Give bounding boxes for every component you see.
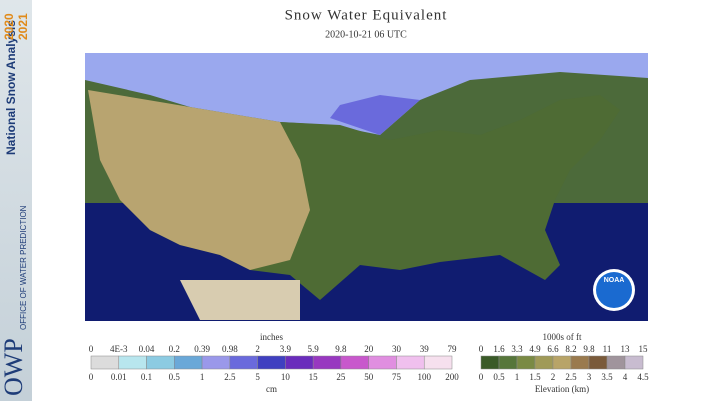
legend-swatch — [118, 355, 147, 370]
legend-bottom-label: 2.5 — [224, 372, 236, 382]
subtitle: 2020-10-21 06 UTC — [325, 29, 407, 40]
legend-swatch — [146, 355, 175, 370]
legend-top-label: 0.98 — [222, 344, 238, 354]
legend-bottom-label: 0.5 — [169, 372, 181, 382]
legend-unit: Elevation (km) — [535, 384, 589, 394]
legend-swatch — [257, 355, 286, 370]
legend-top-label: 0.04 — [139, 344, 155, 354]
legend-swatch — [516, 355, 536, 370]
legend-swatch — [174, 355, 203, 370]
legend-bottom-label: 100 — [417, 372, 431, 382]
legend-bottom-label: 1 — [200, 372, 205, 382]
legend-bottom-label: 10 — [281, 372, 291, 382]
legend-bottom-label: 25 — [336, 372, 346, 382]
legend-swatch — [588, 355, 608, 370]
legend-bottom-label: 75 — [392, 372, 402, 382]
banner-year: 2020 — [2, 13, 16, 40]
legend-swatch — [396, 355, 425, 370]
legend-bottom-label: 200 — [445, 372, 459, 382]
legend-bottom-label: 0.1 — [141, 372, 152, 382]
legend-bottom-label: 15 — [309, 372, 319, 382]
legend-top-label: 6.6 — [547, 344, 559, 354]
legend-top-label: 0.39 — [194, 344, 210, 354]
legend-bottom-label: 2 — [551, 372, 556, 382]
legend-top-label: 20 — [364, 344, 374, 354]
legend-bottom-label: 3.5 — [601, 372, 613, 382]
legend-top-label: 2 — [255, 344, 260, 354]
banner-office: OFFICE OF WATER PREDICTION — [19, 205, 28, 330]
legend-swatch — [340, 355, 369, 370]
banner-title: National Snow Analysis — [4, 20, 18, 155]
banner-year: 2021 — [16, 13, 30, 40]
legend-top-label: 4E-3 — [110, 344, 128, 354]
legend-bottom-label: 4.5 — [637, 372, 649, 382]
legend-top-label: 13 — [621, 344, 631, 354]
noaa-text: NOAA — [604, 277, 625, 284]
title: Snow Water Equivalent — [285, 7, 448, 23]
legend-bottom-label: 0 — [479, 372, 484, 382]
legend-bottom-label: 1 — [515, 372, 520, 382]
legend-swatch — [552, 355, 572, 370]
legend-swatch — [498, 355, 518, 370]
legend-swatch — [570, 355, 590, 370]
legend-top-label: 5.9 — [308, 344, 320, 354]
legend-swatch — [480, 355, 500, 370]
legend-top-label: 3.3 — [511, 344, 523, 354]
legend-bottom-label: 1.5 — [529, 372, 541, 382]
legend-swatch — [229, 355, 258, 370]
legend-top-label: 0 — [479, 344, 484, 354]
legend-top-label: 1.6 — [493, 344, 505, 354]
legend-swatch — [285, 355, 314, 370]
banner — [0, 0, 32, 401]
legend-swatch — [534, 355, 554, 370]
legend-swatch — [368, 355, 397, 370]
legend-top-label: 39 — [420, 344, 430, 354]
west — [88, 90, 310, 270]
legend-bottom-label: 50 — [364, 372, 374, 382]
legend-bottom-label: 2.5 — [565, 372, 577, 382]
legend-bottom-label: 0.01 — [111, 372, 127, 382]
banner-logo: OWP — [0, 338, 28, 396]
legend-top-label: 79 — [448, 344, 458, 354]
legend-bottom-label: 4 — [623, 372, 628, 382]
noaa-logo-inner — [596, 272, 632, 308]
legend-unit: cm — [266, 384, 277, 394]
legend-unit: 1000s of ft — [543, 332, 582, 342]
legend-bottom-label: 3 — [587, 372, 592, 382]
legend-top-label: 8.2 — [565, 344, 576, 354]
legend-top-label: 0.2 — [169, 344, 180, 354]
legend-top-label: 30 — [392, 344, 402, 354]
legend-swatch — [90, 355, 120, 370]
legend-swatch — [606, 355, 626, 370]
legend-swatch — [312, 355, 342, 370]
snow-deep — [330, 95, 420, 135]
legend-bottom-label: 0 — [89, 372, 94, 382]
legend-top-label: 15 — [639, 344, 649, 354]
legend-top-label: 0 — [89, 344, 94, 354]
legend-bottom-label: 0.5 — [493, 372, 505, 382]
legend-top-label: 9.8 — [335, 344, 347, 354]
banner-text: National Snow Analysis — [4, 20, 18, 155]
legend-swatch — [201, 355, 231, 370]
legend-top-label: 3.9 — [280, 344, 292, 354]
map: NOAA — [85, 53, 648, 321]
legend-unit: inches — [260, 332, 283, 342]
legend-swatch — [624, 355, 644, 370]
legend-top-label: 9.8 — [583, 344, 595, 354]
legend-swatch — [423, 355, 453, 370]
legend-top-label: 4.9 — [529, 344, 541, 354]
mexico — [180, 280, 300, 320]
legend-bottom-label: 5 — [255, 372, 260, 382]
legend-top-label: 11 — [603, 344, 612, 354]
